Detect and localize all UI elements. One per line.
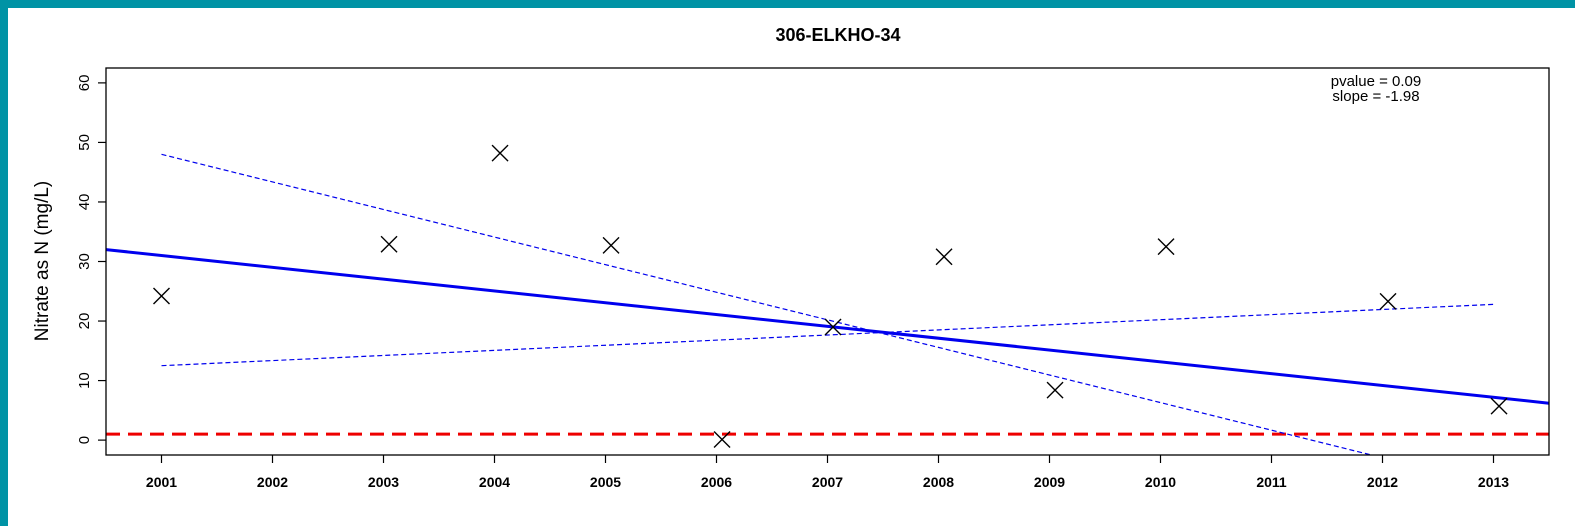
point-marker-stroke (1157, 238, 1175, 256)
point-marker-stroke (713, 431, 731, 449)
x-tick-label: 2012 (1367, 474, 1398, 490)
y-tick-label: 0 (76, 436, 93, 444)
point-marker-stroke (380, 235, 398, 253)
lower-confidence-line (161, 303, 1494, 367)
data-point (824, 318, 842, 336)
y-tick-label: 10 (76, 372, 93, 389)
frame-left-border (0, 0, 8, 526)
data-point (153, 287, 170, 305)
y-tick-label: 60 (76, 75, 93, 92)
x-tick-label: 2013 (1478, 474, 1509, 490)
data-point (1490, 397, 1508, 415)
point-marker-stroke (1046, 381, 1064, 399)
data-point (380, 235, 398, 253)
x-tick-label: 2002 (257, 474, 288, 490)
x-tick-label: 2003 (368, 474, 399, 490)
chart-title: 306-ELKHO-34 (775, 25, 900, 45)
upper-confidence-line (161, 153, 1372, 455)
x-tick-label: 2010 (1145, 474, 1176, 490)
point-marker-stroke (153, 287, 170, 305)
point-marker-stroke (935, 248, 953, 266)
y-tick-label: 50 (76, 134, 93, 151)
y-tick-label: 30 (76, 253, 93, 270)
plot-area (106, 144, 1549, 455)
point-marker-stroke (491, 144, 509, 162)
y-tick-label: 20 (76, 313, 93, 330)
x-tick-label: 2009 (1034, 474, 1065, 490)
data-point (602, 236, 620, 254)
x-tick-label: 2008 (923, 474, 954, 490)
x-tick-label: 2007 (812, 474, 843, 490)
data-point (1046, 381, 1064, 399)
data-point (935, 248, 953, 266)
x-tick-label: 2006 (701, 474, 732, 490)
data-point (1157, 238, 1175, 256)
y-axis-label: Nitrate as N (mg/L) (32, 181, 53, 341)
y-tick-label: 40 (76, 194, 93, 211)
data-point (713, 431, 731, 449)
axes: 0 10 20 30 40 50 60 2001 2002 2003 2004 2005 2006 200… (76, 75, 1509, 490)
point-marker-stroke (1379, 292, 1397, 310)
trend-line (106, 248, 1549, 405)
x-tick-label: 2004 (479, 474, 510, 490)
x-tick-label: 2005 (590, 474, 621, 490)
frame-top-border (0, 0, 1575, 8)
plot-border (105, 67, 1550, 456)
x-tick-label: 2011 (1256, 474, 1287, 490)
data-point (1379, 292, 1397, 310)
point-marker-stroke (602, 236, 620, 254)
pvalue-annotation: pvalue = 0.09 (1331, 73, 1422, 90)
point-marker-stroke (824, 318, 842, 336)
point-marker-stroke (1490, 397, 1508, 415)
data-point (491, 144, 509, 162)
x-tick-label: 2001 (146, 474, 177, 490)
slope-annotation: slope = -1.98 (1332, 88, 1419, 105)
